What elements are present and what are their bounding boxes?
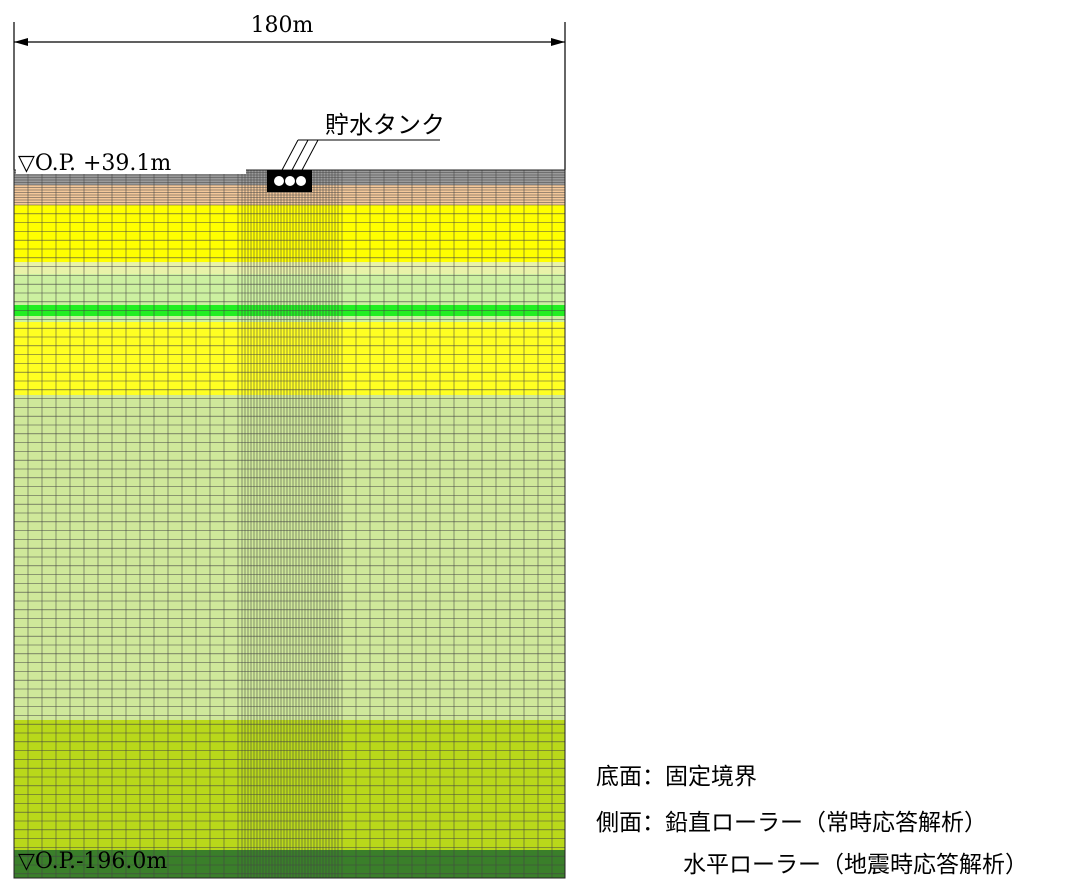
dimension-line: [13, 22, 566, 170]
width-dimension-label: 180m: [251, 13, 314, 38]
bottom-elevation-label: ▽O.P.-196.0m: [18, 849, 167, 874]
soil-layer: [14, 262, 565, 274]
soil-layer: [14, 322, 565, 395]
soil-layer: [14, 316, 565, 322]
side-boundary-condition-static: 側面：鉛直ローラー（常時応答解析）: [596, 810, 987, 836]
soil-layers: [14, 170, 565, 878]
water-tank: [267, 170, 312, 192]
tank-leader-lines: [280, 139, 440, 173]
soil-layer: [14, 274, 565, 305]
top-elevation-backdrop: [16, 152, 246, 174]
top-elevation-label: ▽O.P. +39.1m: [18, 151, 171, 176]
tank-pipe-icon: [274, 176, 284, 186]
bottom-boundary-condition: 底面：固定境界: [596, 764, 757, 790]
tank-pipe-icon: [285, 176, 295, 186]
tank-label: 貯水タンク: [325, 111, 445, 139]
tank-pipe-icon: [296, 176, 306, 186]
soil-layer: [14, 205, 565, 262]
soil-layer: [14, 720, 565, 850]
soil-layer: [14, 395, 565, 720]
side-boundary-condition-seismic: 水平ローラー（地震時応答解析）: [683, 852, 1028, 878]
soil-layer: [14, 850, 565, 878]
finite-element-mesh: [13, 169, 566, 879]
